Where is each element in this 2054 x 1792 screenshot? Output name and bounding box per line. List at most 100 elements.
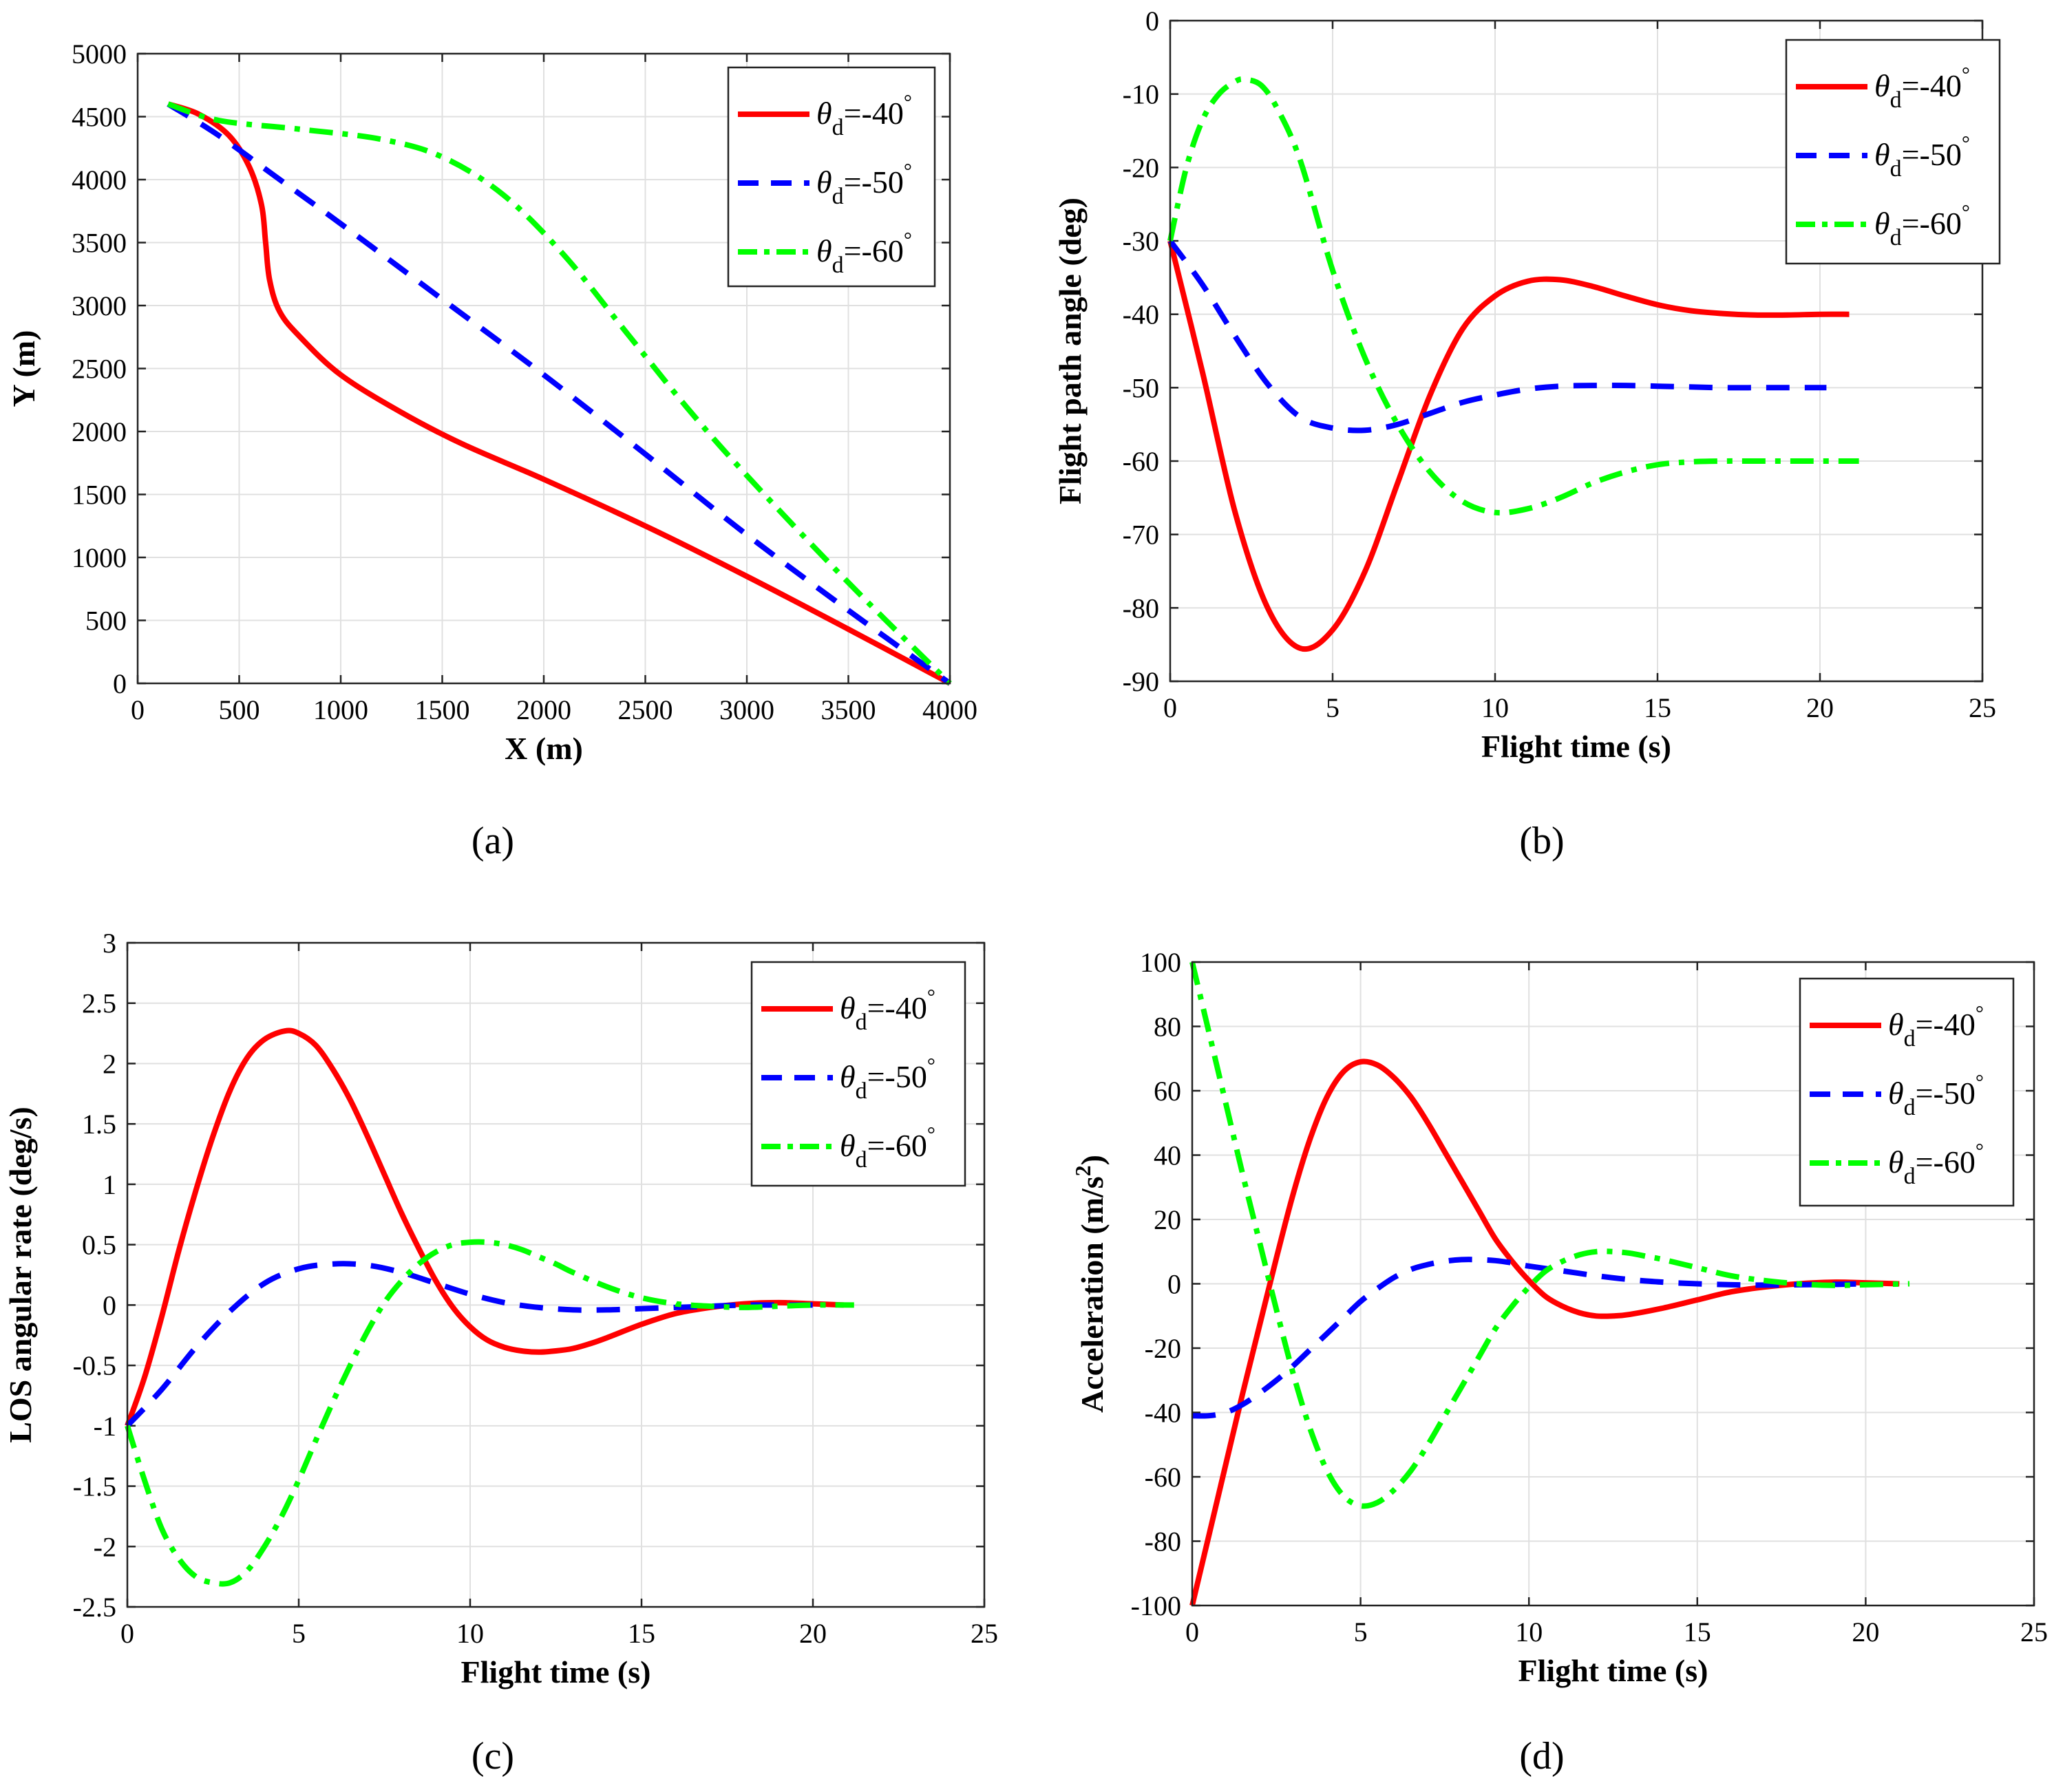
y-tick-label: 2500 [72, 354, 127, 385]
legend-entry-part: d [832, 115, 844, 140]
x-tick-label: 1500 [415, 694, 470, 725]
y-axis-label-end: ) [1074, 1155, 1110, 1165]
y-axis-label-superscript: 2 [1070, 1165, 1095, 1176]
legend-entry-part: d [832, 253, 844, 278]
y-tick-label: 1.5 [82, 1109, 116, 1140]
x-tick-label: 20 [1852, 1617, 1879, 1647]
legend-entry-part: =-40 [1916, 1007, 1976, 1042]
legend-entry-part: =-60 [1902, 206, 1962, 241]
y-tick-label: -80 [1145, 1526, 1181, 1557]
legend-entry-part: ° [1962, 63, 1970, 86]
y-tick-label: -10 [1123, 79, 1159, 110]
legend-box [1799, 977, 2015, 1207]
axes-frame [136, 52, 951, 685]
x-tick-label: 15 [1644, 692, 1671, 723]
panel-c-los-angular-rate: 0 5 10 15 20 25 -2.5 -2 -1.5 -1 -0.5 0 0.5 1 1.5 2 2.5 3 F… [3, 928, 998, 1778]
legend-entry-label: θd=-40° [1874, 63, 1970, 113]
y-tick-label: 2.5 [82, 988, 116, 1019]
legend-entry-part: =-40 [844, 96, 904, 131]
panel-caption: (b) [1519, 820, 1564, 862]
series-line-theta-50 [1167, 239, 1827, 434]
legend-entry-part: d [1890, 225, 1902, 250]
y-tick-label: -2 [94, 1531, 116, 1562]
legend-entry-part: d [1904, 1164, 1916, 1189]
y-tick-label: 3500 [72, 228, 127, 259]
x-tick-label: 500 [219, 694, 260, 725]
legend-entry-part: θ [1888, 1007, 1904, 1042]
y-tick-label: -1 [94, 1411, 116, 1442]
legend-entry-part: θ [816, 96, 832, 131]
y-axis-label: Y (m) [6, 330, 41, 407]
legend-entry-part: ° [904, 91, 912, 114]
panel-b-flight-path-angle: 0 5 10 15 20 25 -90 -80 -70 -60 -50 -40 -30 -20 -10 0 Fl… [1052, 6, 2001, 862]
legend-entry-label: θd=-60° [840, 1123, 935, 1173]
legend-entry-part: ° [1976, 1002, 1984, 1025]
panel-caption: (d) [1519, 1735, 1564, 1778]
x-tick-label: 3000 [719, 694, 774, 725]
x-axis-label: Flight time (s) [461, 1654, 651, 1689]
legend-entry-part: θ [1874, 137, 1890, 172]
y-tick-label: -0.5 [73, 1350, 116, 1381]
legend-entry-part: θ [1874, 206, 1890, 241]
legend-entry-label: θd=-60° [1874, 201, 1970, 250]
y-tick-label: 3 [103, 928, 116, 959]
legend-entry-part: =-50 [844, 164, 904, 200]
y-tick-label: -1.5 [73, 1471, 116, 1502]
legend-entry-part: ° [927, 985, 935, 1008]
legend-entry-part: ° [904, 228, 912, 251]
legend-entry-label: θd=-50° [1888, 1071, 1984, 1120]
legend-entry-part: d [856, 1010, 867, 1035]
legend-entry-part: θ [816, 233, 832, 268]
legend-entry-part: =-40 [867, 990, 927, 1025]
x-tick-label: 10 [1515, 1617, 1543, 1647]
y-tick-label: -90 [1123, 666, 1159, 697]
series-line-theta-60 [1167, 76, 1859, 516]
legend-entry-part: =-60 [867, 1128, 927, 1163]
x-tick-label: 10 [456, 1618, 484, 1649]
series-line-theta-60 [125, 1239, 854, 1587]
legend-entry-part: θ [840, 990, 856, 1025]
legend-entry-part: θ [1888, 1076, 1904, 1111]
legend-entry-label: θd=-60° [816, 228, 912, 278]
y-tick-label: 4500 [72, 102, 127, 133]
legend-box [727, 66, 936, 288]
x-tick-label: 0 [120, 1618, 134, 1649]
y-tick-label: -2.5 [73, 1592, 116, 1623]
y-axis-label: Acceleration (m/s2) [1070, 1155, 1110, 1413]
y-tick-label: 3000 [72, 290, 127, 321]
y-tick-label: 40 [1154, 1140, 1181, 1171]
x-tick-label: 25 [1969, 692, 1996, 723]
x-tick-label: 0 [131, 694, 145, 725]
legend-entry-part: θ [1874, 68, 1890, 103]
y-tick-label: 500 [85, 606, 127, 637]
legend-entry-part: d [1904, 1026, 1916, 1052]
legend-entry-part: =-50 [1916, 1076, 1976, 1111]
series-line-theta-40 [1189, 1058, 1900, 1606]
y-tick-label: 1 [103, 1169, 116, 1200]
y-tick-label: -40 [1145, 1398, 1181, 1429]
x-tick-label: 10 [1481, 692, 1509, 723]
x-tick-label: 20 [1806, 692, 1834, 723]
legend-entry-part: d [856, 1078, 867, 1104]
x-tick-label: 5 [1326, 692, 1340, 723]
y-tick-label: 0 [1145, 6, 1159, 36]
y-tick-label: -50 [1123, 372, 1159, 403]
x-tick-label: 0 [1163, 692, 1177, 723]
legend-entry-part: θ [840, 1128, 856, 1163]
y-tick-label: -60 [1123, 446, 1159, 477]
y-tick-label: 4000 [72, 164, 127, 195]
series-line-theta-60 [167, 101, 952, 685]
series-line-theta-60 [1189, 961, 1910, 1509]
series-line-theta-40 [1167, 240, 1850, 652]
series-line-theta-40 [167, 101, 951, 686]
legend-entry-part: ° [904, 160, 912, 182]
x-tick-label: 15 [628, 1618, 655, 1649]
y-tick-label: 0 [113, 668, 127, 699]
y-tick-label: 2 [103, 1048, 116, 1079]
legend-entry-part: θ [816, 164, 832, 200]
legend-entry-part: ° [1976, 1071, 1984, 1094]
legend-box [1785, 39, 2001, 265]
y-tick-label: -20 [1123, 152, 1159, 183]
y-tick-label: -60 [1145, 1462, 1181, 1493]
legend-entry-label: θd=-60° [1888, 1140, 1984, 1189]
